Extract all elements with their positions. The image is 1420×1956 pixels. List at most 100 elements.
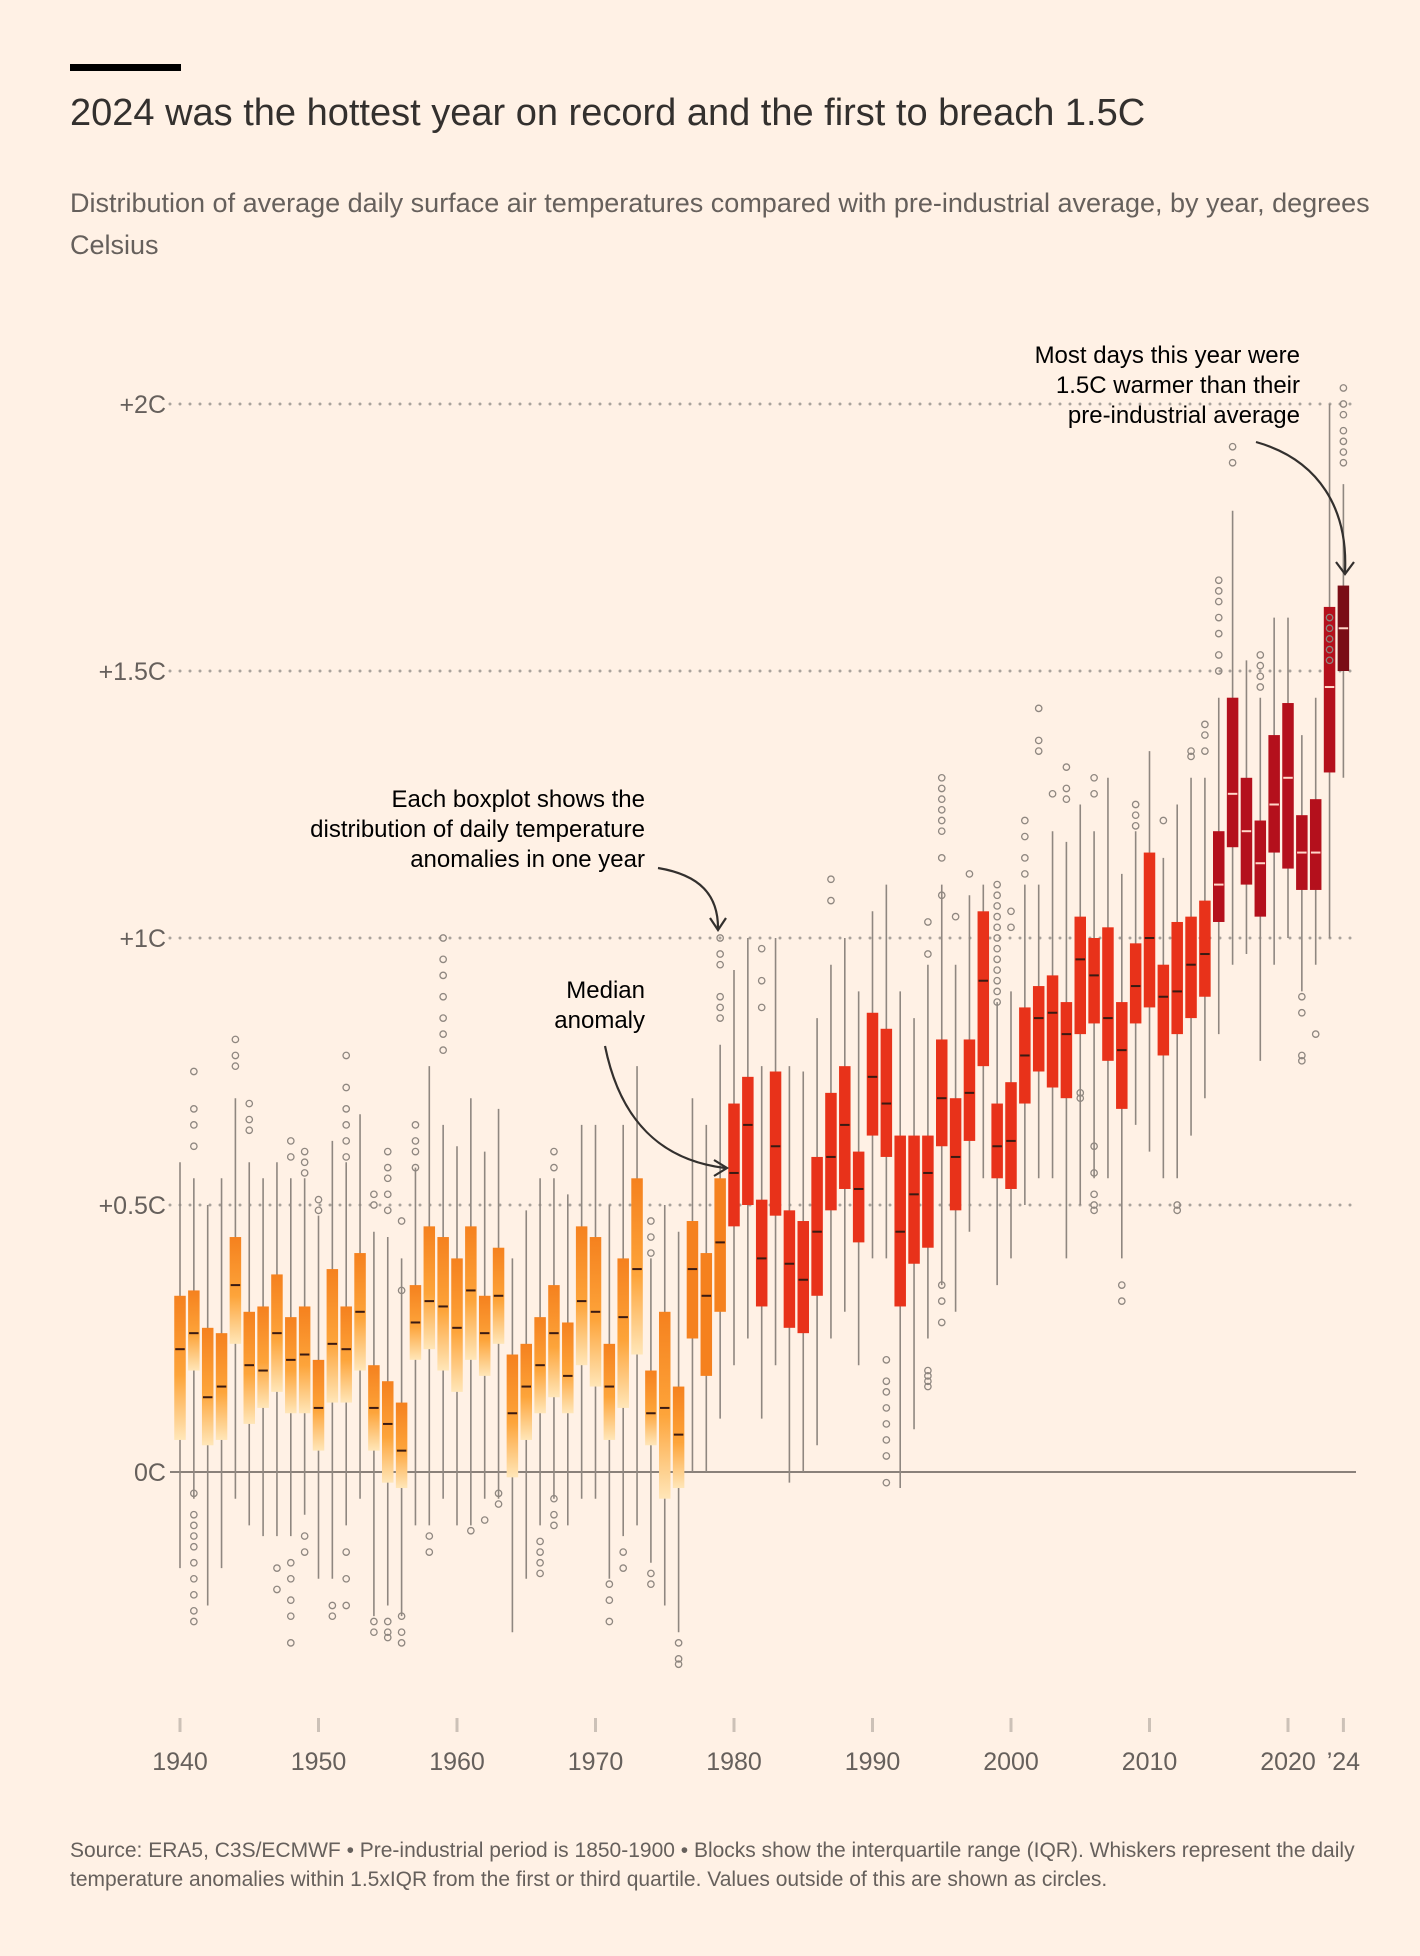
outlier-1945-2 — [245, 1126, 254, 1135]
outlier-1967-2 — [550, 1494, 558, 1503]
outlier-1995-1 — [937, 784, 946, 793]
box-1992 — [894, 991, 906, 1489]
y-tick-label-2: +1C — [119, 925, 166, 953]
outlier-2002-1 — [1034, 736, 1043, 745]
iqr-box-1950 — [312, 1359, 325, 1451]
iqr-box-1989 — [852, 1151, 865, 1243]
iqr-box-2015 — [1213, 831, 1225, 922]
iqr-box-2023 — [1323, 606, 1336, 773]
iqr-box-1983 — [769, 1071, 782, 1216]
box-1965 — [520, 1210, 532, 1579]
outlier-1941-9 — [190, 1558, 198, 1567]
box-2018 — [1254, 651, 1267, 1061]
outlier-2005-0 — [1076, 1089, 1085, 1097]
iqr-box-1946 — [257, 1306, 269, 1408]
box-1987 — [825, 875, 837, 1339]
outlier-1957-1 — [411, 1137, 420, 1145]
iqr-box-1964 — [506, 1354, 519, 1478]
outlier-1944-2 — [231, 1062, 240, 1071]
outlier-2023-3 — [1325, 645, 1334, 654]
outlier-1987-0 — [827, 875, 835, 884]
outlier-1941-7 — [190, 1532, 198, 1540]
outlier-1952-2 — [342, 1105, 351, 1113]
outlier-1948-3 — [286, 1574, 295, 1583]
box-1952 — [340, 1051, 352, 1610]
outlier-2024-4 — [1339, 437, 1348, 446]
iqr-box-2016 — [1226, 697, 1239, 848]
outlier-1952-3 — [342, 1121, 351, 1129]
box-2002 — [1032, 704, 1045, 1179]
box-2016 — [1226, 442, 1239, 965]
outlier-2023-1 — [1325, 624, 1334, 633]
x-tick-label-9: ’24 — [1327, 1748, 1360, 1776]
chart-subtitle: Distribution of average daily surface ai… — [70, 188, 1370, 260]
outlier-2009-2 — [1131, 822, 1140, 830]
outlier-1959-6 — [439, 1046, 447, 1054]
outlier-2014-0 — [1201, 720, 1209, 729]
iqr-box-2005 — [1074, 916, 1086, 1035]
box-1994 — [922, 918, 934, 1391]
box-1975 — [659, 1205, 671, 1606]
outlier-2006-6 — [1090, 1206, 1098, 1215]
outlier-1999-4 — [993, 923, 1002, 932]
outlier-1995-5 — [937, 827, 946, 836]
box-1980 — [728, 970, 740, 1366]
outlier-2024-2 — [1339, 410, 1348, 419]
outlier-1974-4 — [647, 1580, 655, 1588]
outlier-1941-2 — [190, 1121, 198, 1129]
box-1959 — [437, 934, 449, 1499]
iqr-box-1960 — [451, 1258, 463, 1392]
outlier-1996-0 — [951, 912, 960, 921]
outlier-1955-2 — [383, 1174, 392, 1183]
annotation-median-line-2: anomaly — [554, 1007, 645, 1034]
y-tick-label-0: 0C — [134, 1459, 166, 1487]
outlier-1956-2 — [397, 1612, 406, 1621]
outlier-2022-0 — [1311, 1030, 1320, 1038]
annotation-record-line-2: 1.5C warmer than their — [1056, 372, 1300, 399]
outlier-1961-0 — [466, 1526, 475, 1535]
box-1969 — [575, 1124, 588, 1499]
outlier-2000-0 — [1007, 907, 1015, 916]
outlier-1971-0 — [605, 1580, 614, 1588]
box-1982 — [755, 944, 768, 1419]
outlier-1959-2 — [439, 971, 447, 980]
outlier-1999-3 — [993, 912, 1002, 921]
box-1988 — [839, 938, 851, 1312]
outlier-1999-7 — [993, 955, 1002, 964]
annotation-record-line-1: Most days this year were — [1035, 342, 1300, 369]
iqr-box-1990 — [866, 1012, 879, 1136]
outlier-2024-5 — [1339, 448, 1348, 456]
iqr-box-1994 — [922, 1135, 934, 1248]
box-2001 — [1019, 816, 1031, 1205]
outlier-2018-1 — [1256, 661, 1265, 670]
outlier-1954-1 — [370, 1201, 378, 1209]
box-2005 — [1074, 804, 1086, 1205]
iqr-box-2003 — [1046, 975, 1059, 1088]
iqr-box-2004 — [1060, 1002, 1073, 1099]
outlier-1948-6 — [286, 1639, 295, 1647]
box-2014 — [1199, 720, 1211, 1099]
box-2010 — [1143, 751, 1156, 1152]
outlier-1955-4 — [383, 1206, 392, 1215]
outlier-1979-5 — [716, 1014, 725, 1022]
outlier-1957-3 — [411, 1163, 420, 1172]
outlier-1958-1 — [425, 1548, 434, 1556]
outlier-1952-1 — [342, 1083, 351, 1092]
outlier-2006-2 — [1090, 1142, 1098, 1151]
box-2021 — [1296, 735, 1308, 1065]
outlier-2021-1 — [1298, 1008, 1306, 1017]
outlier-2004-0 — [1062, 763, 1071, 771]
iqr-box-2014 — [1199, 900, 1211, 997]
outlier-1995-8 — [937, 1281, 946, 1289]
outlier-1976-2 — [674, 1660, 683, 1669]
annotation-record-arrow — [1255, 440, 1347, 573]
outlier-1974-2 — [647, 1249, 655, 1257]
outlier-1944-0 — [231, 1035, 240, 1044]
outlier-1991-6 — [882, 1452, 891, 1460]
outlier-1949-2 — [300, 1169, 309, 1177]
iqr-box-1948 — [285, 1317, 297, 1414]
outlier-1950-0 — [314, 1195, 323, 1204]
annotation-boxplot-line-2: distribution of daily temperature — [310, 816, 645, 843]
annotation-median-arrow — [603, 1045, 726, 1170]
iqr-box-1982 — [755, 1199, 768, 1307]
